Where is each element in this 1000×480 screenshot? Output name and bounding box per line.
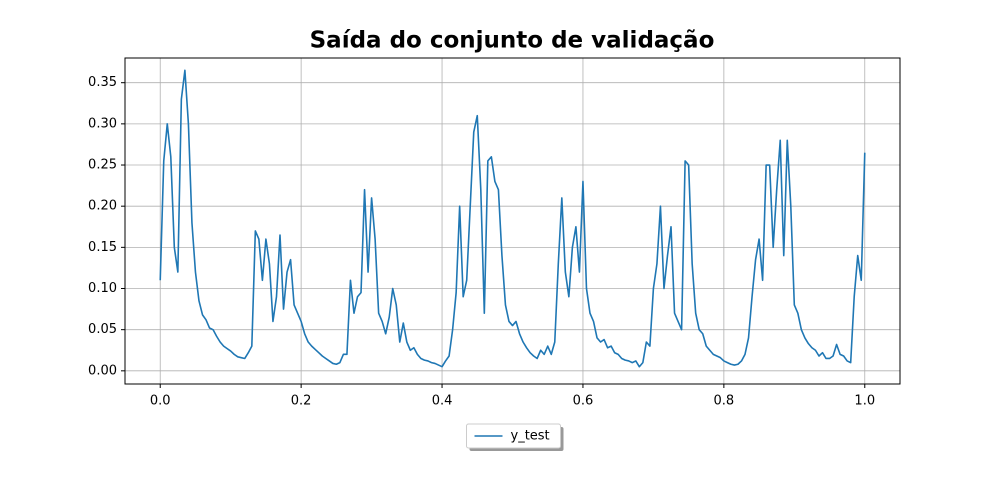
x-tick-label: 0.6 [573, 394, 594, 409]
y-tick-label: 0.10 [88, 281, 117, 296]
y-tick-label: 0.00 [88, 363, 117, 378]
legend: y_test [466, 423, 564, 451]
y-tick-label: 0.25 [88, 158, 117, 173]
data-line [159, 69, 866, 368]
y-tick-label: 0.30 [88, 116, 117, 131]
x-tick-label: 0.4 [432, 394, 453, 409]
legend-label: y_test [511, 429, 550, 444]
x-tick-label: 0.2 [291, 394, 312, 409]
y-tick-label: 0.15 [88, 240, 117, 255]
x-tick-label: 0.8 [714, 394, 735, 409]
legend-box [466, 423, 561, 449]
x-tick-label: 0.0 [150, 394, 171, 409]
y-tick-label: 0.05 [88, 322, 117, 337]
y-tick-label: 0.20 [88, 199, 117, 214]
x-tick-label: 1.0 [854, 394, 875, 409]
y-tick-label: 0.35 [88, 75, 117, 90]
plot-frame [124, 57, 901, 385]
chart-title: Saída do conjunto de validação [310, 28, 715, 54]
